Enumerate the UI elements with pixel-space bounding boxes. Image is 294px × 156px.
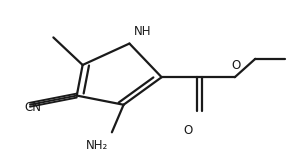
Text: NH: NH <box>134 25 151 38</box>
Text: NH₂: NH₂ <box>86 139 108 152</box>
Text: CN: CN <box>24 101 41 114</box>
Text: O: O <box>183 124 193 137</box>
Text: O: O <box>232 59 241 72</box>
